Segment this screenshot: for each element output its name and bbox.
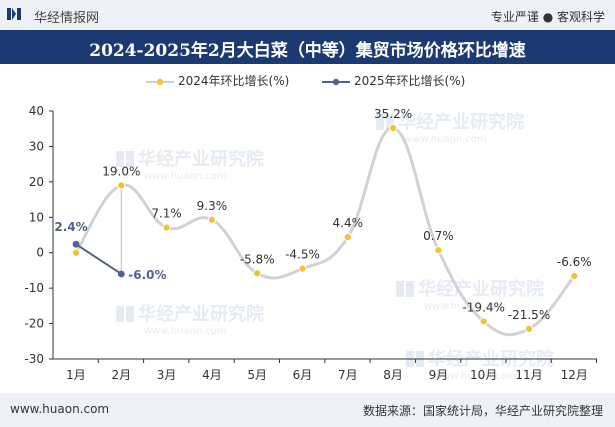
watermark-logo-icon: [406, 281, 414, 297]
tagline: 专业严谨 ● 客观科学: [490, 10, 605, 24]
data-label-2024: 0.7%: [423, 229, 454, 243]
series-layer: [71, 123, 579, 337]
series-line-2025: [75, 243, 122, 275]
point-2024: [117, 181, 126, 190]
point-2024: [71, 248, 81, 257]
y-tick-label: 40: [29, 104, 44, 118]
x-tick-label: 8月: [383, 368, 403, 382]
watermark-logo-icon: [386, 114, 394, 130]
data-label-2024: 4.4%: [333, 216, 364, 230]
x-tick-label: 10月: [470, 368, 497, 382]
y-tick-label: -30: [24, 352, 44, 366]
data-label-2025: 2.4%: [54, 220, 87, 234]
title-bar: [0, 30, 615, 64]
data-source: 数据来源：国家统计局，华经产业研究院整理: [362, 404, 603, 418]
chart-title: 2024-2025年2月大白菜（中等）集贸市场价格环比增速: [89, 41, 526, 61]
watermark-url: www.huaon.com: [144, 326, 227, 337]
x-tick-label: 1月: [66, 368, 86, 382]
data-label-2025: -6.0%: [128, 268, 166, 282]
data-label-2024: -4.5%: [285, 248, 320, 262]
x-tick-label: 3月: [157, 368, 177, 382]
point-2024: [524, 324, 534, 333]
point-2025: [72, 240, 80, 248]
data-label-2024: 9.3%: [197, 199, 228, 213]
watermark-url: www.huaon.com: [434, 371, 517, 382]
watermark-layer: 华经产业研究院www.huaon.com华经产业研究院www.huaon.com…: [116, 111, 554, 382]
watermark-text: 华经产业研究院: [398, 111, 524, 133]
watermark-logo-icon: [116, 306, 124, 322]
watermark-url: www.huaon.com: [424, 301, 507, 312]
watermark-logo-icon: [126, 306, 134, 322]
data-labels: 19.0% 7.1% 9.3% -5.8% -4.5% 4.4% 35.2% 0.7% -19.…: [54, 107, 591, 322]
y-tick-label: -20: [24, 317, 44, 331]
brand-name: 华经情报网: [34, 11, 100, 26]
point-2024: [479, 317, 488, 326]
legend-label-2024: 2024年环比增长(%): [178, 74, 290, 88]
point-2024: [389, 123, 398, 133]
x-tick-label: 5月: [247, 368, 267, 382]
data-label-2024: -21.5%: [508, 308, 550, 322]
point-2024: [570, 271, 579, 281]
watermark-text: 华经产业研究院: [138, 148, 264, 170]
y-tick-label: 20: [29, 175, 44, 189]
data-label-2024: 19.0%: [102, 164, 140, 178]
header-bar: 华经情报网 专业严谨 ● 客观科学: [0, 0, 615, 30]
data-label-2024: -5.8%: [240, 252, 275, 266]
point-2024: [343, 233, 352, 242]
watermark-logo-icon: [376, 114, 384, 130]
legend-label-2025: 2025年环比增长(%): [354, 74, 466, 88]
point-2024: [253, 269, 262, 278]
watermark-url: www.huaon.com: [404, 134, 487, 145]
data-label-2024: -19.4%: [462, 300, 504, 314]
axes: 40 30 20 10 0 -10 -20 -30 1月 2月 3月 4月 5月 6月 7月 8月 9月 10月 1…: [24, 104, 598, 382]
legend-marker-2025: [322, 78, 350, 86]
y-tick-label: 0: [36, 246, 44, 260]
x-tick-label: 4月: [202, 368, 222, 382]
point-2024: [298, 264, 307, 273]
point-2024: [207, 215, 216, 224]
x-tick-label: 12月: [561, 368, 588, 382]
watermark-url: www.huaon.com: [144, 171, 227, 182]
data-label-2024: 35.2%: [374, 107, 412, 121]
x-tick-label: 9月: [429, 368, 449, 382]
data-label-2024: 7.1%: [151, 207, 182, 221]
x-tick-label: 7月: [338, 368, 358, 382]
y-tick-label: 30: [29, 139, 44, 153]
point-2024: [162, 223, 171, 232]
huajing-logo-icon: [7, 8, 21, 20]
x-tick-label: 2月: [111, 368, 131, 382]
watermark-text: 华经产业研究院: [418, 278, 544, 300]
watermark-logo-icon: [116, 151, 124, 167]
point-2025: [117, 270, 125, 278]
y-tick-label: 10: [29, 210, 44, 224]
legend-marker-2024: [146, 78, 174, 86]
data-label-2024: -6.6%: [557, 255, 592, 269]
x-tick-label: 11月: [515, 368, 542, 382]
watermark-text: 华经产业研究院: [138, 303, 264, 325]
watermark-logo-icon: [396, 281, 404, 297]
legend: 2024年环比增长(%) 2025年环比增长(%): [0, 70, 615, 92]
point-2024: [434, 246, 443, 255]
x-tick-label: 6月: [293, 368, 313, 382]
footer-site-link[interactable]: www.huaon.com: [10, 402, 110, 416]
footer-bar: www.huaon.com 数据来源：国家统计局，华经产业研究院整理: [0, 393, 615, 427]
watermark-logo-icon: [126, 151, 134, 167]
y-tick-label: -10: [24, 281, 44, 295]
